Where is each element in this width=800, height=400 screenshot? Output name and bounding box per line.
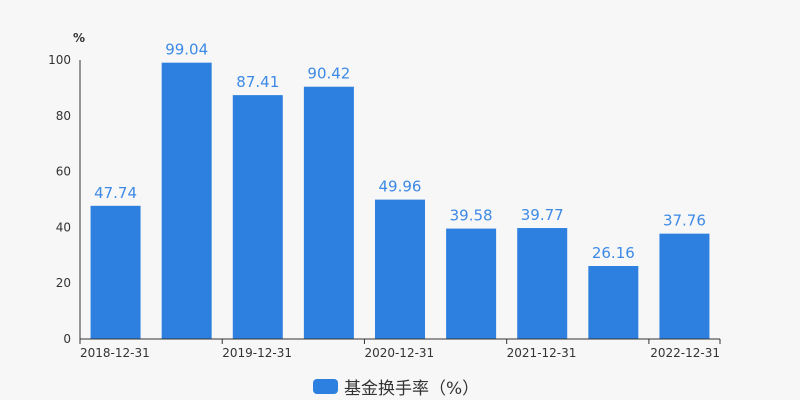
data-label: 26.16 bbox=[592, 244, 635, 262]
y-tick-label: 40 bbox=[56, 220, 71, 234]
x-tick-label: 2020-12-31 bbox=[364, 346, 434, 360]
bar bbox=[517, 228, 568, 339]
bar bbox=[90, 205, 141, 339]
data-label: 37.76 bbox=[663, 212, 706, 230]
data-label: 49.96 bbox=[379, 178, 422, 196]
x-tick-label: 2019-12-31 bbox=[222, 346, 292, 360]
y-tick-label: 80 bbox=[56, 109, 71, 123]
y-tick-label: 0 bbox=[63, 332, 71, 346]
bar bbox=[232, 95, 283, 339]
bar bbox=[375, 199, 425, 339]
x-tick-label: 2021-12-31 bbox=[507, 346, 577, 360]
legend[interactable]: 基金换手率（%） bbox=[313, 374, 479, 399]
y-tick-label: 20 bbox=[56, 276, 71, 290]
bar bbox=[303, 86, 354, 339]
data-label: 87.41 bbox=[236, 73, 279, 91]
data-label: 47.74 bbox=[94, 184, 137, 202]
data-label: 99.04 bbox=[165, 41, 208, 59]
bar bbox=[588, 266, 639, 339]
legend-label: 基金换手率（%） bbox=[344, 379, 480, 399]
bar bbox=[161, 62, 212, 339]
y-tick-label: 60 bbox=[56, 165, 71, 179]
bar bbox=[659, 233, 710, 339]
bar bbox=[446, 228, 497, 339]
y-tick-label: 100 bbox=[48, 53, 71, 67]
data-label: 90.42 bbox=[307, 65, 350, 83]
data-label: 39.77 bbox=[521, 206, 564, 224]
legend-swatch bbox=[313, 379, 338, 394]
y-axis-label: % bbox=[73, 31, 85, 45]
x-tick-label: 2022-12-31 bbox=[650, 346, 720, 360]
data-label: 39.58 bbox=[450, 207, 493, 225]
x-tick-label: 2018-12-31 bbox=[80, 346, 150, 360]
